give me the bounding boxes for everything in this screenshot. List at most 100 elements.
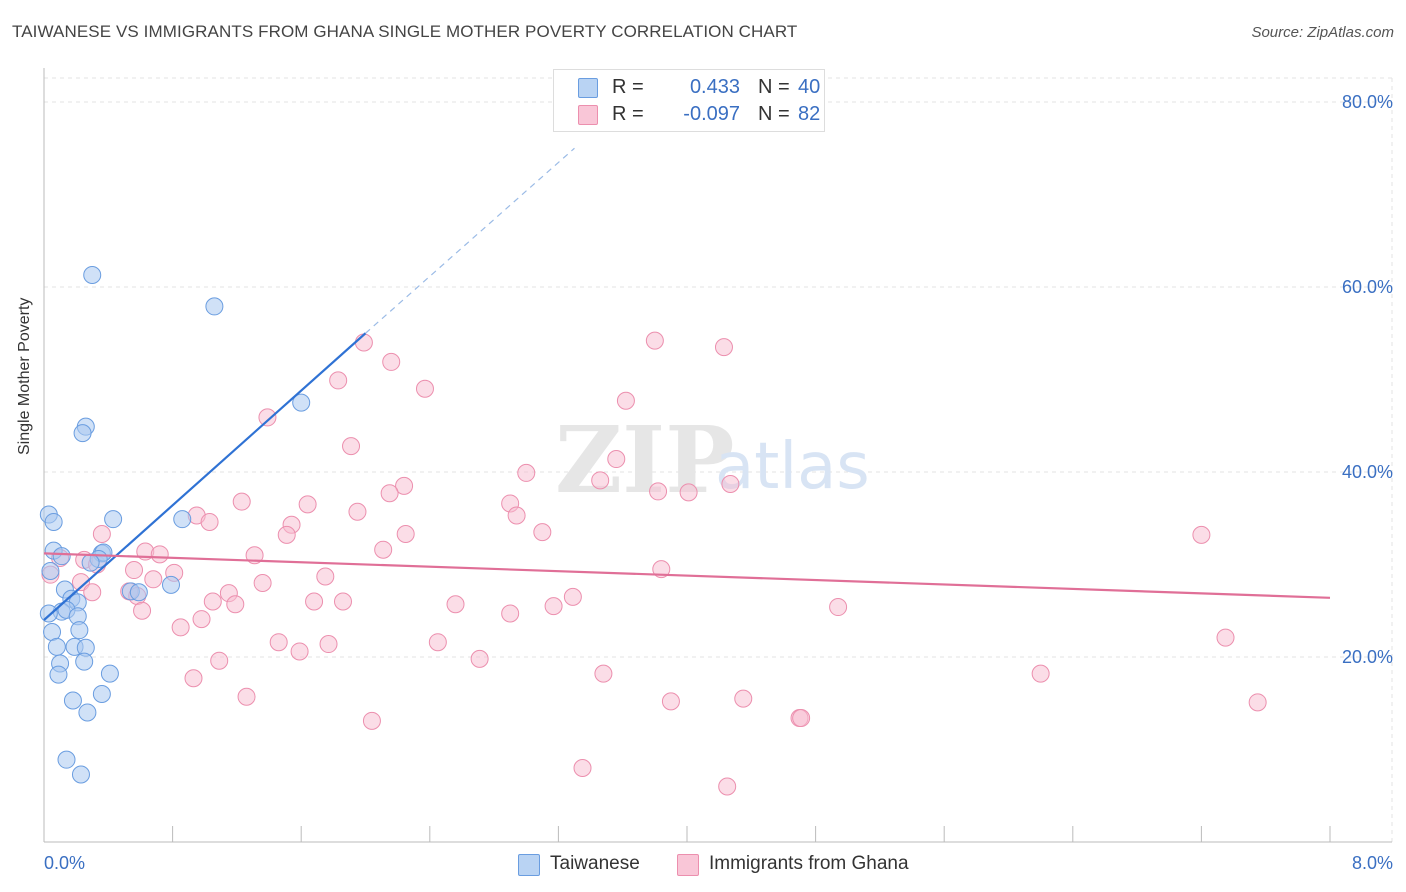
watermark: ZIP atlas xyxy=(555,406,870,514)
ghana-point xyxy=(380,484,399,503)
ghana-point xyxy=(415,379,434,398)
ghana-point xyxy=(734,689,753,708)
ghana-point xyxy=(446,595,465,614)
ghana-point xyxy=(277,525,296,544)
ghana-point xyxy=(382,352,401,371)
ghana-point xyxy=(319,635,338,654)
ghana-point xyxy=(269,633,288,652)
legend-label-ghana: Immigrants from Ghana xyxy=(709,853,909,874)
taiwanese-point xyxy=(78,703,97,722)
y-tick-label: 60.0% xyxy=(1342,277,1393,297)
ghana-point xyxy=(258,408,277,427)
axes xyxy=(43,68,1392,843)
ghana-point xyxy=(714,338,733,357)
ghana-point xyxy=(253,574,272,592)
taiwanese-point xyxy=(104,510,123,529)
ghana-point xyxy=(83,583,102,602)
ghana-point xyxy=(679,483,698,502)
chart-title: TAIWANESE VS IMMIGRANTS FROM GHANA SINGL… xyxy=(12,22,798,41)
taiwanese-point xyxy=(39,604,58,623)
taiwanese-trend-line xyxy=(43,332,367,621)
taiwanese-point xyxy=(63,691,82,710)
ghana-point xyxy=(533,523,552,542)
series-ghana-points xyxy=(41,331,1267,796)
ghana-point xyxy=(645,331,664,350)
ghana-point xyxy=(333,592,352,611)
n-label: N = xyxy=(758,103,790,125)
ghana-point xyxy=(354,333,373,352)
ghana-point xyxy=(563,587,582,606)
ghana-point xyxy=(501,604,520,623)
x-tick-label-max: 8.0% xyxy=(1352,853,1393,873)
ghana-point xyxy=(616,391,635,410)
ghana-point xyxy=(544,597,563,616)
ghana-point xyxy=(171,618,190,637)
taiwanese-point xyxy=(49,665,68,684)
taiwanese-point xyxy=(57,750,76,769)
ghana-point xyxy=(591,471,610,490)
ghana-point xyxy=(1031,664,1050,683)
ghana-point xyxy=(396,524,415,543)
taiwanese-point xyxy=(92,685,111,703)
y-tick-label: 40.0% xyxy=(1342,462,1393,482)
r-value: -0.097 xyxy=(683,103,740,125)
taiwanese-point xyxy=(71,765,90,784)
x-tick-label-min: 0.0% xyxy=(44,853,85,873)
tick-labels: 20.0% 40.0% 60.0% 80.0% 0.0% 8.0% xyxy=(44,92,1393,873)
n-label: N = xyxy=(758,76,790,98)
trend-lines xyxy=(43,147,1331,621)
series-taiwanese-points xyxy=(39,265,311,784)
taiwanese-point xyxy=(161,575,180,594)
ghana-point xyxy=(721,475,740,494)
ghana-point xyxy=(200,512,219,531)
taiwanese-point xyxy=(44,512,63,531)
ghana-point xyxy=(329,371,348,390)
watermark-atlas: atlas xyxy=(715,430,870,504)
legend-label-taiwanese: Taiwanese xyxy=(550,853,640,874)
taiwanese-point xyxy=(173,510,192,529)
taiwanese-point xyxy=(73,424,92,443)
taiwanese-trend-extension xyxy=(365,147,575,334)
taiwanese-point xyxy=(205,297,224,316)
ghana-point xyxy=(594,664,613,683)
ghana-point xyxy=(298,495,317,514)
ghana-point xyxy=(470,649,489,668)
ghana-point xyxy=(652,560,671,579)
blue-swatch xyxy=(578,78,598,98)
ghana-point xyxy=(395,476,414,495)
taiwanese-point xyxy=(83,265,102,284)
ghana-point xyxy=(210,651,229,670)
taiwanese-point xyxy=(100,664,119,683)
n-value: 40 xyxy=(798,76,821,98)
y-axis-label: Single Mother Poverty xyxy=(16,297,33,455)
ghana-point xyxy=(144,570,163,589)
ghana-point xyxy=(226,595,245,614)
ghana-point xyxy=(316,567,335,586)
taiwanese-point xyxy=(70,621,89,640)
ghana-point xyxy=(829,598,848,617)
r-value: 0.433 xyxy=(689,76,740,98)
ghana-point xyxy=(237,687,256,706)
pink-swatch xyxy=(578,105,598,125)
n-value: 82 xyxy=(798,103,821,125)
blue-swatch xyxy=(518,854,540,876)
ghana-point xyxy=(290,642,309,661)
ghana-point xyxy=(374,540,393,559)
ghana-point xyxy=(649,482,668,501)
ghana-point xyxy=(1192,525,1211,544)
r-label: R = xyxy=(612,76,644,98)
y-tick-label: 20.0% xyxy=(1342,647,1393,667)
taiwanese-point xyxy=(75,652,94,671)
ghana-trend-line xyxy=(43,552,1331,599)
ghana-point xyxy=(607,450,626,469)
ghana-point xyxy=(362,711,381,730)
taiwanese-point xyxy=(292,393,311,412)
source-label: Source: ZipAtlas.com xyxy=(1251,24,1394,41)
ghana-point xyxy=(1248,693,1267,712)
ghana-point xyxy=(305,592,324,611)
ghana-point xyxy=(232,492,251,511)
ghana-point xyxy=(184,669,203,688)
correlation-legend: R = 0.433 N = 40 R = -0.097 N = 82 xyxy=(553,69,825,132)
ghana-point xyxy=(428,633,447,652)
